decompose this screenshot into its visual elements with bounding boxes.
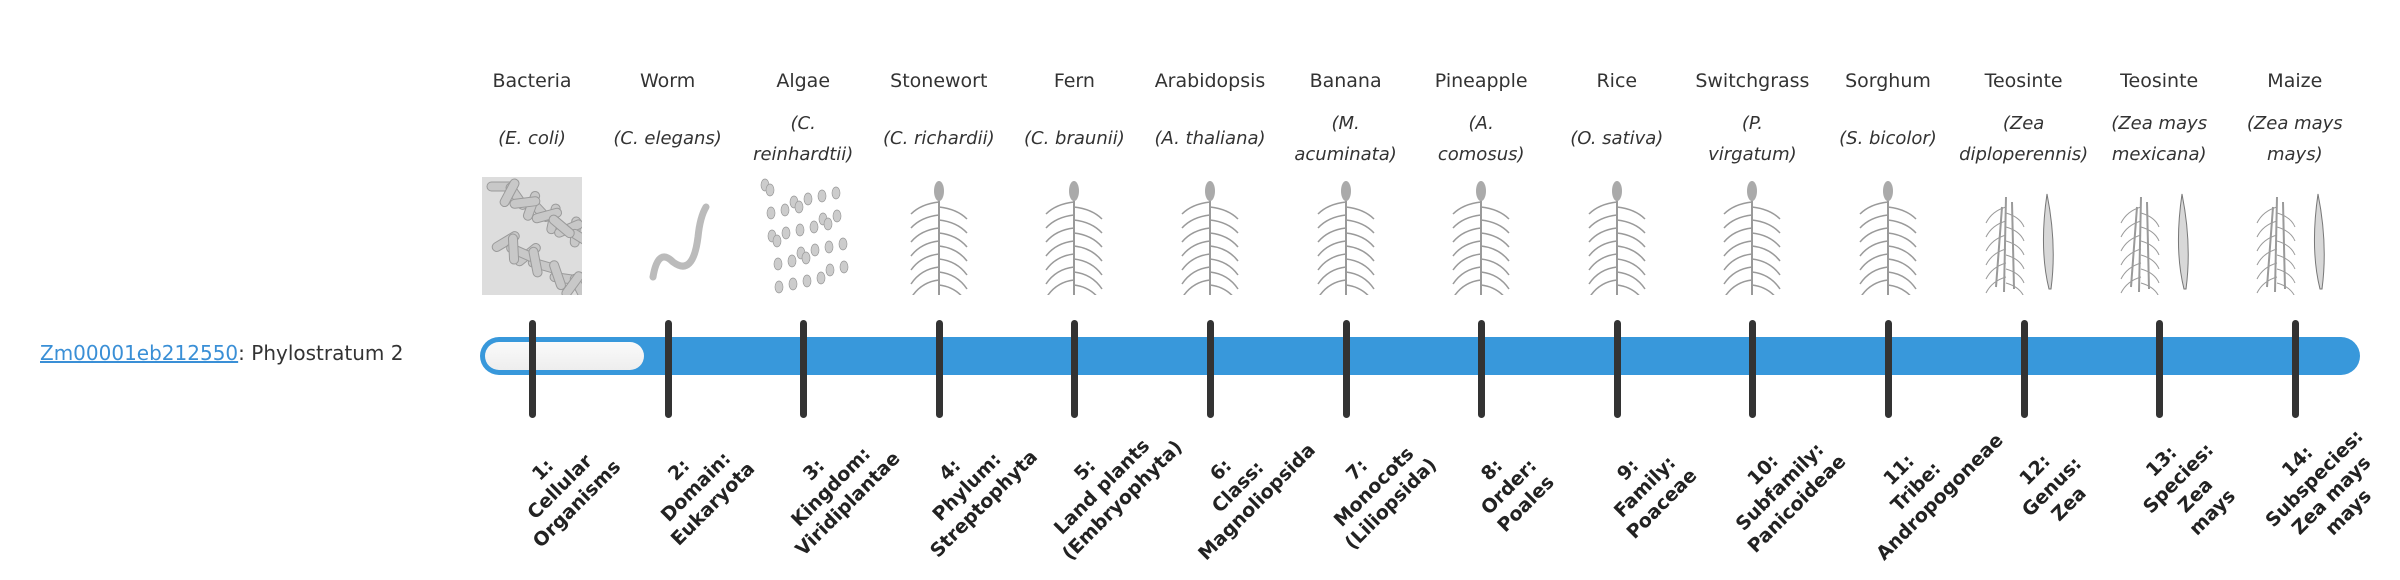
- stratum-label: 7: Monocots (Liliopsida): [1295, 409, 1452, 566]
- organism-latin-name: (A. comosus): [1401, 108, 1561, 170]
- organism-latin-name: (A. thaliana): [1130, 123, 1290, 154]
- stratum-label: 4: Phylum: Streptophyta: [888, 409, 1045, 566]
- rice-illustration-icon: [1567, 177, 1667, 304]
- phylostratum-bar-unfilled: [485, 342, 644, 370]
- phylostratum-text: Phylostratum 2: [251, 341, 404, 365]
- stratum-label: 10: Subfamily: Panicoideae: [1702, 409, 1859, 566]
- organism-common-name: Switchgrass: [1695, 70, 1810, 92]
- stratum-label: 1: Cellular Organisms: [482, 409, 639, 566]
- stratum-tick: [1478, 320, 1486, 418]
- organism-common-name: Maize: [2267, 70, 2323, 92]
- stratum-label: 8: Order: Poales: [1431, 409, 1588, 566]
- stratum-tick: [529, 320, 536, 418]
- organism-latin-name: (Zea mays mexicana): [2079, 108, 2239, 170]
- latin-line: (Zea: [2002, 113, 2045, 134]
- sorghum-illustration-icon: [1838, 177, 1938, 304]
- stratum-tick: [1613, 320, 1621, 418]
- stratum-label: 13: Species: Zea mays: [2100, 400, 2274, 574]
- stratum-tick: [2156, 320, 2164, 418]
- arabidopsis-illustration-icon: [1160, 177, 1260, 304]
- pineapple-illustration-icon: [1431, 177, 1531, 304]
- stratum-tick: [1749, 320, 1757, 418]
- teosinte-illustration-icon: [1974, 177, 2074, 298]
- organism-common-name: Pineapple: [1434, 70, 1528, 92]
- organism-common-name: Arabidopsis: [1154, 70, 1266, 92]
- stratum-tick: [2291, 320, 2299, 418]
- organism-common-name: Rice: [1596, 70, 1638, 92]
- switchgrass-illustration-icon: [1702, 177, 1802, 304]
- bacteria-illustration-icon: [482, 177, 598, 303]
- latin-line: (E. coli): [498, 128, 566, 149]
- organism-latin-name: (S. bicolor): [1808, 123, 1968, 154]
- stratum-label: 12: Genus: Zea: [1973, 409, 2130, 566]
- banana-illustration-icon: [1296, 177, 1396, 304]
- organism-latin-name: (C. richardii): [859, 123, 1019, 154]
- latin-line: (Zea mays: [2246, 113, 2343, 134]
- stratum-tick: [2020, 320, 2028, 418]
- latin-line: (C.: [790, 113, 816, 134]
- organism-common-name: Fern: [1053, 70, 1095, 92]
- latin-line: mays): [2266, 144, 2323, 165]
- latin-line: (A. thaliana): [1154, 128, 1266, 149]
- organism-latin-name: (C. elegans): [588, 123, 748, 154]
- stratum-tick: [1342, 320, 1350, 418]
- stratum-label: 11: Tribe: Andropogoneae: [1838, 409, 2008, 566]
- latin-line: diploperennis): [1959, 144, 2089, 165]
- worm-illustration-icon: [618, 177, 718, 295]
- organism-common-name: Teosinte: [1984, 70, 2063, 92]
- stratum-tick: [1207, 320, 1214, 418]
- organism-common-name: Banana: [1309, 70, 1382, 92]
- stratum-tick: [800, 320, 808, 418]
- maize-illustration-icon: [2245, 177, 2345, 298]
- latin-line: (C. braunii): [1024, 128, 1125, 149]
- latin-line: (C. elegans): [613, 128, 722, 149]
- stratum-label: 14: Subspecies: Zea mays mays: [2236, 400, 2400, 574]
- latin-line: (C. richardii): [882, 128, 995, 149]
- stratum-tick: [1885, 320, 1892, 418]
- organism-common-name: Algae: [776, 70, 831, 92]
- organism-latin-name: (E. coli): [452, 123, 612, 154]
- gene-phylostratum-label: Zm00001eb212550: Phylostratum 2: [40, 341, 403, 365]
- algae-illustration-icon: [753, 177, 853, 295]
- stratum-label: 5: Land plants (Embryophyta): [1024, 409, 1187, 566]
- organism-latin-name: (C. reinhardtii): [723, 108, 883, 170]
- latin-line: comosus): [1437, 144, 1525, 165]
- stratum-label: 6: Class: Magnoliopsida: [1160, 409, 1320, 566]
- latin-line: virgatum): [1708, 144, 1797, 165]
- separator: :: [238, 341, 252, 365]
- organism-common-name: Worm: [639, 70, 696, 92]
- stratum-label: 3: Kingdom: Viridiplantae: [753, 409, 910, 566]
- organism-latin-name: (C. braunii): [994, 123, 1154, 154]
- latin-line: (M.: [1331, 113, 1360, 134]
- fern-illustration-icon: [1024, 177, 1124, 304]
- latin-line: (Zea mays: [2111, 113, 2208, 134]
- latin-line: (S. bicolor): [1839, 128, 1937, 149]
- latin-line: (P.: [1741, 113, 1763, 134]
- organism-common-name: Bacteria: [492, 70, 572, 92]
- stratum-tick: [664, 320, 672, 418]
- latin-line: mexicana): [2111, 144, 2207, 165]
- phylostratum-bar: [480, 337, 2360, 375]
- organism-latin-name: (Zea mays mays): [2215, 108, 2375, 170]
- stratum-label: 9: Family: Poaceae: [1566, 409, 1723, 566]
- stratum-tick: [1071, 320, 1079, 418]
- stratum-label: 2: Domain: Eukaryota: [617, 409, 774, 566]
- latin-line: (A.: [1468, 113, 1494, 134]
- teosinte-illustration-icon: [2109, 177, 2209, 298]
- organism-common-name: Stonewort: [890, 70, 988, 92]
- organism-common-name: Sorghum: [1845, 70, 1931, 92]
- latin-line: reinhardtii): [753, 144, 854, 165]
- latin-line: (O. sativa): [1570, 128, 1664, 149]
- stonewort-illustration-icon: [889, 177, 989, 304]
- organism-latin-name: (P. virgatum): [1672, 108, 1832, 170]
- gene-id-link[interactable]: Zm00001eb212550: [40, 341, 239, 365]
- organism-latin-name: (M. acuminata): [1266, 108, 1426, 170]
- latin-line: acuminata): [1294, 144, 1397, 165]
- organism-latin-name: (O. sativa): [1537, 123, 1697, 154]
- stratum-tick: [935, 320, 943, 418]
- organism-latin-name: (Zea diploperennis): [1944, 108, 2104, 170]
- organism-common-name: Teosinte: [2120, 70, 2199, 92]
